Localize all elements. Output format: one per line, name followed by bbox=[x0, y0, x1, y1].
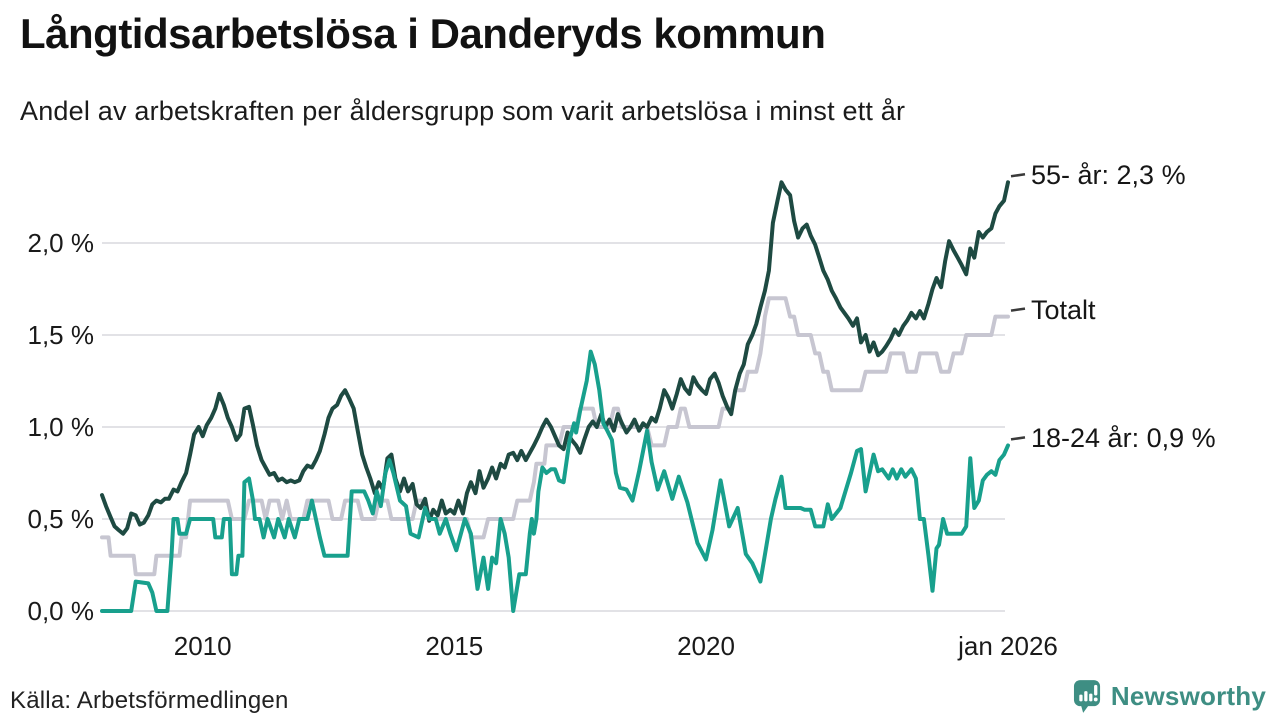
x-tick-label: 2010 bbox=[173, 631, 232, 661]
series-label-dash-55-ar bbox=[1010, 173, 1026, 178]
series-label-55-ar: 55- år: 2,3 % bbox=[1031, 160, 1186, 191]
y-tick-label: 0,0 % bbox=[27, 596, 95, 626]
series-label-dash-18-24-ar bbox=[1010, 436, 1026, 441]
source-note: Källa: Arbetsförmedlingen bbox=[10, 687, 289, 714]
series-line-18-24-ar bbox=[100, 349, 1010, 613]
y-tick-label: 1,5 % bbox=[27, 320, 95, 350]
series-line-55-ar bbox=[100, 180, 1010, 536]
x-tick-label: 2015 bbox=[425, 631, 484, 661]
y-tick-label: 0,5 % bbox=[27, 504, 95, 534]
x-tick-label: jan 2026 bbox=[958, 631, 1058, 661]
series-label-18-24-ar: 18-24 år: 0,9 % bbox=[1031, 423, 1216, 454]
y-tick-label: 2,0 % bbox=[27, 228, 95, 258]
chart-subtitle: Andel av arbetskraften per åldersgrupp s… bbox=[20, 96, 906, 126]
newsworthy-logo: Newsworthy bbox=[1073, 676, 1266, 716]
y-tick-label: 1,0 % bbox=[27, 412, 95, 442]
chart-title: Långtidsarbetslösa i Danderyds kommun bbox=[20, 10, 826, 57]
series-label-dash-totalt bbox=[1010, 307, 1026, 312]
x-tick-label: 2020 bbox=[677, 631, 735, 661]
series-label-totalt: Totalt bbox=[1031, 294, 1096, 325]
newsworthy-bubble-icon bbox=[1073, 679, 1100, 713]
newsworthy-wordmark: Newsworthy bbox=[1110, 680, 1266, 711]
